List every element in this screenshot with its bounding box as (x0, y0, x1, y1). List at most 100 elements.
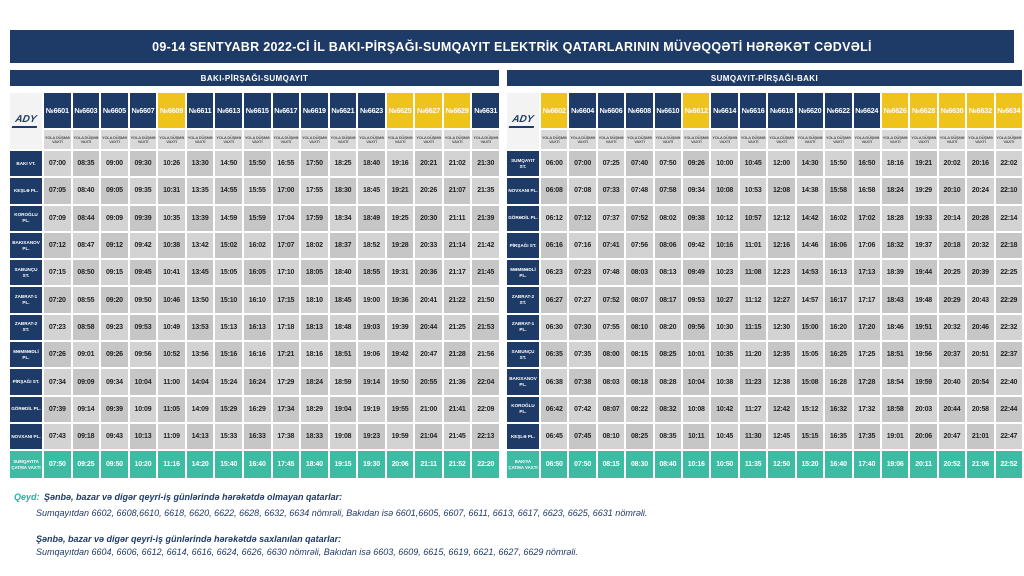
time-cell: 20:37 (938, 342, 966, 368)
time-cell: 11:08 (739, 260, 767, 286)
time-cell: 10:38 (711, 369, 738, 395)
time-cell: 12:23 (768, 260, 795, 286)
time-cell: 15:50 (825, 151, 852, 177)
time-cell: 11:23 (739, 369, 767, 395)
time-cell: 15:12 (796, 396, 824, 422)
page-title: 09-14 SENTYABR 2022-Cİ İL BAKI-PİRŞAĞI-S… (10, 30, 1014, 63)
time-cell: 14:09 (186, 396, 214, 422)
time-cell: 15:13 (215, 314, 242, 341)
departure-time-label: YOLA DÜŞMƏ VAXTI (129, 130, 157, 149)
arrival-time-cell: 21:52 (443, 451, 471, 479)
time-cell: 18:45 (358, 178, 385, 204)
time-cell: 18:05 (301, 260, 328, 286)
time-cell: 19:51 (910, 314, 937, 341)
train-number-header: №6619 (301, 93, 328, 128)
time-cell: 15:10 (215, 287, 242, 313)
time-cell: 13:50 (186, 287, 214, 313)
station-label: KEŞLƏ PL. (507, 423, 539, 450)
ady-logo: ADY (507, 93, 539, 149)
time-cell: 15:59 (243, 205, 271, 231)
time-cell: 08:44 (72, 205, 100, 231)
station-label: PİRŞAĞI ST. (507, 232, 539, 259)
time-cell: 15:05 (215, 260, 242, 286)
arrival-time-cell: 06:50 (541, 451, 568, 479)
time-cell: 18:29 (301, 396, 328, 422)
time-cell: 06:00 (541, 151, 568, 177)
time-cell: 22:02 (995, 151, 1022, 177)
table-baki-pirsagi-sumqayit: BAKI-PİRŞAĞI-SUMQAYIT ADY №6601 №6603 №6605… (10, 70, 499, 479)
time-cell: 10:52 (158, 342, 185, 368)
time-cell: 07:42 (569, 396, 596, 422)
train-number-header: №6613 (215, 93, 242, 128)
time-cell: 08:03 (626, 260, 653, 286)
time-cell: 21:25 (443, 314, 471, 341)
time-cell: 20:21 (415, 151, 442, 177)
arrival-time-cell: 20:52 (938, 451, 966, 479)
arrival-time-cell: 15:20 (796, 451, 824, 479)
time-cell: 07:41 (597, 232, 625, 259)
time-cell: 12:27 (768, 287, 795, 313)
time-cell: 18:39 (881, 260, 909, 286)
arrival-time-cell: 08:40 (654, 451, 682, 479)
time-cell: 07:15 (44, 260, 71, 286)
time-cell: 09:53 (129, 314, 157, 341)
time-cell: 17:06 (853, 232, 880, 259)
arrival-time-cell: 11:16 (158, 451, 185, 479)
time-cell: 06:45 (541, 423, 568, 450)
time-cell: 19:33 (910, 205, 937, 231)
departure-time-label: YOLA DÜŞMƏ VAXTI (683, 130, 710, 149)
time-cell: 12:38 (768, 369, 795, 395)
time-cell: 17:50 (301, 151, 328, 177)
time-cell: 09:53 (683, 287, 710, 313)
time-cell: 08:03 (597, 369, 625, 395)
time-cell: 07:35 (569, 342, 596, 368)
time-cell: 07:23 (44, 314, 71, 341)
time-cell: 18:48 (329, 314, 357, 341)
time-cell: 09:42 (683, 232, 710, 259)
time-cell: 07:40 (626, 151, 653, 177)
time-cell: 09:34 (101, 369, 128, 395)
time-cell: 17:18 (272, 314, 300, 341)
ady-logo: ADY (10, 93, 42, 149)
time-cell: 12:35 (768, 342, 795, 368)
time-cell: 10:53 (739, 178, 767, 204)
departure-time-label: YOLA DÜŞMƏ VAXTI (272, 130, 300, 149)
time-cell: 18:16 (881, 151, 909, 177)
time-cell: 15:24 (215, 369, 242, 395)
time-cell: 09:09 (101, 205, 128, 231)
time-cell: 10:27 (711, 287, 738, 313)
time-cell: 22:44 (995, 396, 1022, 422)
time-cell: 19:56 (910, 342, 937, 368)
train-number-header: №6630 (938, 93, 966, 128)
train-number-header: №6612 (683, 93, 710, 128)
time-cell: 20:14 (938, 205, 966, 231)
time-cell: 18:37 (329, 232, 357, 259)
time-cell: 21:35 (472, 178, 499, 204)
time-cell: 08:18 (626, 369, 653, 395)
time-cell: 19:48 (910, 287, 937, 313)
time-cell: 18:13 (301, 314, 328, 341)
time-cell: 14:57 (796, 287, 824, 313)
departure-time-label: YOLA DÜŞMƏ VAXTI (739, 130, 767, 149)
time-cell: 17:29 (272, 369, 300, 395)
time-cell: 20:28 (967, 205, 994, 231)
time-cell: 16:50 (853, 151, 880, 177)
time-cell: 18:10 (301, 287, 328, 313)
time-cell: 21:45 (443, 423, 471, 450)
time-cell: 07:09 (44, 205, 71, 231)
departure-time-label: YOLA DÜŞMƏ VAXTI (967, 130, 994, 149)
time-cell: 20:16 (967, 151, 994, 177)
train-number-header: №6606 (597, 93, 625, 128)
train-number-header: №6607 (129, 93, 157, 128)
train-number-header: №6626 (881, 93, 909, 128)
time-cell: 17:55 (301, 178, 328, 204)
time-cell: 08:50 (72, 260, 100, 286)
time-cell: 13:56 (186, 342, 214, 368)
station-label: ZABRAT-1 PL. (10, 287, 42, 313)
time-cell: 19:59 (386, 423, 414, 450)
arrival-time-cell: 20:06 (386, 451, 414, 479)
arrival-time-cell: 07:50 (44, 451, 71, 479)
train-number-header: №6616 (739, 93, 767, 128)
time-cell: 14:30 (796, 151, 824, 177)
arrival-time-cell: 11:35 (739, 451, 767, 479)
